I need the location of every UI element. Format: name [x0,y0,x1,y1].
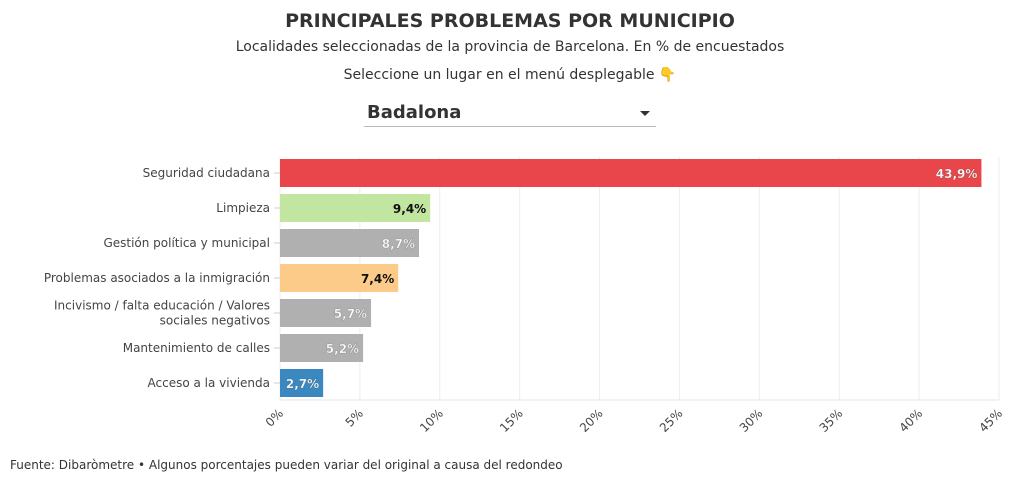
x-tick-label: 40% [896,406,925,435]
x-tick-label: 5% [343,406,366,429]
data-label: 5,2% [326,342,359,356]
dropdown-selected-value: Badalona [367,102,462,123]
category-label: Acceso a la vivienda [148,376,270,390]
data-label: 9,4% [393,202,426,216]
bar[interactable] [280,334,364,362]
x-tick-label: 30% [737,406,766,435]
x-tick-label: 25% [657,406,686,435]
chart-subtitle: Localidades seleccionadas de la provinci… [235,39,785,55]
chart-title: PRINCIPALES PROBLEMAS POR MUNICIPIO [285,10,735,32]
dropdown-prompt: Seleccione un lugar en el menú desplegab… [343,67,677,83]
data-label: 43,9% [936,167,978,181]
source-footer: Fuente: Dibaròmetre • Algunos porcentaje… [10,458,563,472]
bar[interactable] [280,299,372,327]
category-label: Limpieza [216,201,270,215]
x-tick-label: 15% [497,406,526,435]
location-dropdown[interactable]: Badalona [364,100,656,127]
category-label: Problemas asociados a la inmigración [44,271,270,285]
x-tick-label: 0% [263,406,286,429]
data-label: 5,7% [334,307,367,321]
data-label: 2,7% [286,377,319,391]
data-label: 8,7% [382,237,415,251]
x-tick-label: 20% [577,406,606,435]
bar[interactable] [280,229,420,257]
category-label: Gestión política y municipal [103,236,270,250]
bar[interactable] [280,264,399,292]
bar[interactable] [280,369,324,397]
category-label: sociales negativos [160,314,270,328]
category-label: Incivismo / falta educación / Valores [54,299,270,313]
x-tick-label: 45% [976,406,1005,435]
data-label: 7,4% [361,272,394,286]
category-label: Mantenimiento de calles [123,341,270,355]
x-tick-label: 35% [817,406,846,435]
category-label: Seguridad ciudadana [143,166,270,180]
bar[interactable] [280,159,982,187]
x-tick-label: 10% [417,406,446,435]
chevron-down-icon[interactable] [640,111,650,116]
bar[interactable] [280,194,431,222]
